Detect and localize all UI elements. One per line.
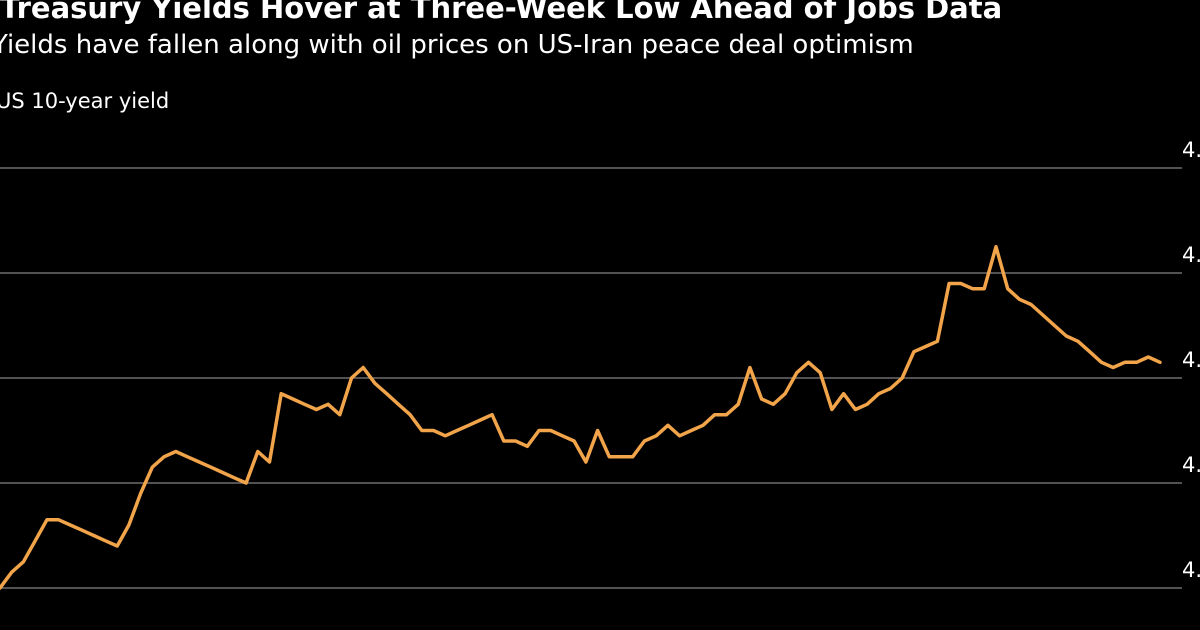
chart-subtitle: Yields have fallen along with oil prices… — [0, 30, 914, 60]
y-tick-label: 4.4 — [1182, 348, 1200, 372]
y-axis-ticks: 4.0 4.2 4.4 4.6 4.8 — [1182, 138, 1200, 582]
y-tick-label: 4.6 — [1182, 243, 1200, 267]
y-tick-label: 4.2 — [1182, 453, 1200, 477]
chart-title: Treasury Yields Hover at Three-Week Low … — [0, 0, 1003, 25]
y-axis-label: US 10-year yield — [0, 89, 170, 113]
gridlines — [0, 167, 1182, 589]
series-line — [0, 244, 1162, 590]
y-tick-label: 4.8 — [1182, 138, 1200, 162]
series-layer — [0, 244, 1162, 590]
y-tick-label: 4.0 — [1182, 558, 1200, 582]
